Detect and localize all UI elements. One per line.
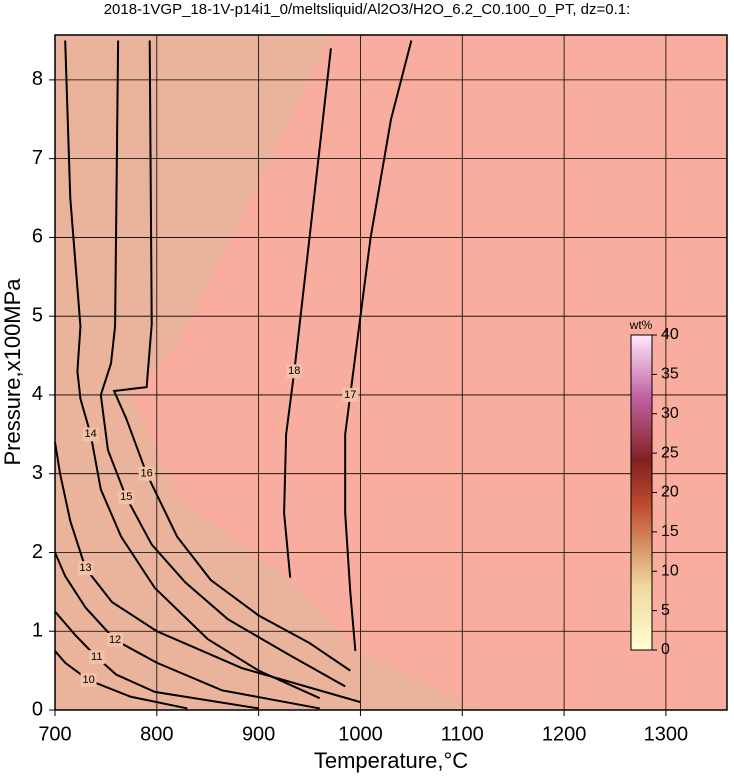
contour-label-bg xyxy=(118,490,135,505)
x-tick-label: 1000 xyxy=(338,723,383,745)
y-tick-label: 4 xyxy=(32,383,43,405)
y-tick-label: 0 xyxy=(32,698,43,720)
contour-line xyxy=(344,40,413,652)
contour-label: 14 xyxy=(85,428,97,440)
x-tick-label: 1300 xyxy=(644,723,689,745)
colorbar-tick-label: 30 xyxy=(661,405,679,422)
contour-label: 11 xyxy=(91,651,102,663)
y-tick-label: 1 xyxy=(32,620,43,642)
y-axis-label: Pressure,x100MPa xyxy=(0,278,25,466)
contour-label: 13 xyxy=(79,562,91,574)
colorbar-tick-label: 10 xyxy=(661,562,679,579)
colorbar-tick-label: 35 xyxy=(661,366,679,383)
x-tick-label: 1100 xyxy=(441,723,484,745)
y-tick-label: 8 xyxy=(32,68,43,90)
colorbar-tick-label: 15 xyxy=(661,523,679,540)
contour-label: 12 xyxy=(109,634,121,646)
contour-label-bg xyxy=(80,673,97,688)
contour-line xyxy=(283,48,332,578)
region-shade xyxy=(55,35,480,710)
x-tick-label: 700 xyxy=(38,723,71,745)
colorbar xyxy=(630,334,653,651)
contour-label-bg xyxy=(77,561,94,576)
y-tick-label: 6 xyxy=(32,226,43,248)
colorbar-tick-label: 20 xyxy=(661,484,679,501)
contour-label-bg xyxy=(286,364,303,379)
colorbar-label: wt% xyxy=(629,318,653,332)
contour-label: 17 xyxy=(344,389,356,401)
colorbar-tick-label: 25 xyxy=(661,444,679,461)
x-axis-label: Temperature,°C xyxy=(314,748,468,773)
contour-label: 16 xyxy=(141,468,153,480)
x-tick-label: 900 xyxy=(242,723,275,745)
contour-label: 10 xyxy=(82,674,94,686)
contour-label-bg xyxy=(107,632,124,647)
colorbar-tick-label: 40 xyxy=(661,326,679,343)
contour-label: 15 xyxy=(120,491,132,503)
contour-label-bg xyxy=(88,650,105,665)
contour-line xyxy=(54,610,259,710)
colorbar-tick-label: 5 xyxy=(661,602,670,619)
x-tick-label: 800 xyxy=(140,723,173,745)
contour-label: 18 xyxy=(288,365,300,377)
contour-label-bg xyxy=(138,466,155,481)
contour-label-bg xyxy=(82,427,99,442)
y-tick-label: 2 xyxy=(32,541,43,563)
plot-frame xyxy=(54,34,728,711)
colorbar-tick-label: 0 xyxy=(661,641,670,658)
x-tick-label: 1200 xyxy=(542,723,587,745)
contour-line xyxy=(54,442,361,704)
contour-label-bg xyxy=(342,387,359,402)
y-tick-label: 3 xyxy=(32,462,43,484)
y-tick-label: 5 xyxy=(32,304,43,326)
contour-line xyxy=(64,40,321,700)
chart-title: 2018-1VGP_18-1V-p14i1_0/meltsliquid/Al2O… xyxy=(104,1,631,18)
y-tick-label: 7 xyxy=(32,147,43,169)
